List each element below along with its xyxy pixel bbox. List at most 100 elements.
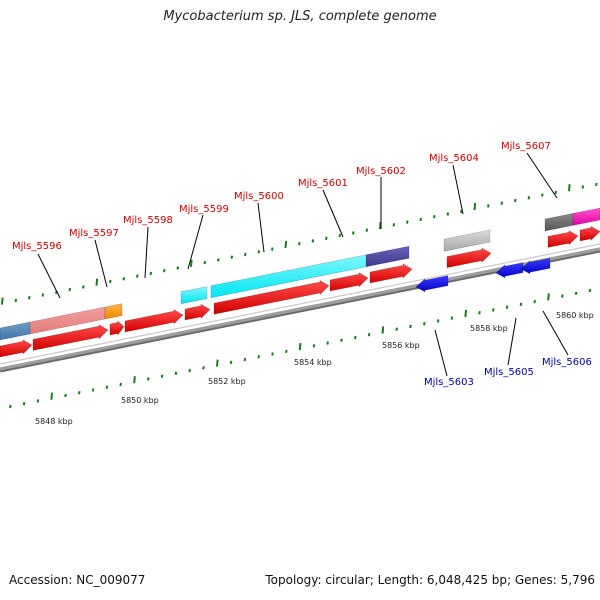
tick-mark xyxy=(450,316,454,320)
tick-mark xyxy=(419,217,423,222)
tick-mark xyxy=(22,402,26,406)
tick-mark xyxy=(50,392,53,400)
gene-leader-line xyxy=(37,253,61,299)
tick-mark xyxy=(588,288,592,293)
tick-mark xyxy=(257,250,261,254)
gene-leader-line xyxy=(434,329,448,377)
tick-mark xyxy=(541,193,544,197)
gene-leader-line xyxy=(507,317,517,366)
tick-mark xyxy=(174,371,178,376)
gene-feature-bar xyxy=(365,245,410,268)
tick-mark xyxy=(36,399,40,403)
gene-label-reverse: Mjls_5605 xyxy=(484,367,534,378)
tick-mark xyxy=(311,239,315,243)
gene-label-reverse: Mjls_5606 xyxy=(542,357,592,368)
tick-mark xyxy=(460,209,463,213)
tick-mark xyxy=(298,342,302,351)
tick-mark xyxy=(78,391,81,395)
tick-mark xyxy=(423,322,426,326)
tick-label: 5858 kbp xyxy=(470,324,508,333)
tick-mark xyxy=(312,344,316,348)
tick-mark xyxy=(554,190,558,195)
tick-mark xyxy=(64,393,67,398)
tick-mark xyxy=(395,327,398,331)
tick-mark xyxy=(581,185,585,189)
gene-leader-line xyxy=(94,239,108,288)
tick-mark xyxy=(244,252,247,257)
tick-mark xyxy=(392,223,396,227)
gene-label-forward: Mjls_5598 xyxy=(123,215,173,226)
tick-mark xyxy=(243,357,247,362)
gene-feature-bar xyxy=(104,303,123,320)
tick-mark xyxy=(514,198,517,203)
tick-label: 5850 kbp xyxy=(121,396,159,405)
gene-feature-bar xyxy=(180,286,208,305)
tick-mark xyxy=(436,319,440,323)
tick-mark xyxy=(446,212,450,216)
gene-leader-line xyxy=(542,310,569,356)
gene-leader-line xyxy=(187,214,204,270)
tick-mark xyxy=(41,293,45,297)
tick-mark xyxy=(95,278,99,286)
tick-mark xyxy=(163,269,166,273)
tick-label: 5852 kbp xyxy=(208,377,246,386)
gene-label-forward: Mjls_5600 xyxy=(234,191,284,202)
tick-mark xyxy=(285,349,288,353)
tick-mark xyxy=(216,359,219,367)
tick-mark xyxy=(352,231,355,235)
cds-forward-arrow xyxy=(547,230,579,248)
tick-mark xyxy=(487,204,490,208)
tick-mark xyxy=(365,228,369,232)
cds-forward-arrow xyxy=(446,247,492,268)
tick-mark xyxy=(217,258,220,262)
tick-mark xyxy=(257,355,260,359)
cds-reverse-arrow xyxy=(520,257,551,275)
tick-mark xyxy=(82,285,85,289)
cds-forward-arrow xyxy=(124,309,184,333)
tick-mark xyxy=(568,184,571,192)
gene-label-forward: Mjls_5601 xyxy=(298,178,348,189)
gene-feature-bar xyxy=(572,207,600,226)
tick-label: 5854 kbp xyxy=(294,358,332,367)
gene-label-forward: Mjls_5599 xyxy=(179,204,229,215)
gene-leader-line xyxy=(452,164,464,215)
tick-mark xyxy=(14,298,18,303)
cds-forward-arrow xyxy=(109,320,125,336)
gene-feature-bar xyxy=(0,321,31,341)
tick-mark xyxy=(367,333,371,337)
tick-mark xyxy=(473,203,477,211)
tick-mark xyxy=(505,305,509,309)
tick-mark xyxy=(500,201,504,205)
tick-mark xyxy=(229,360,233,365)
tick-mark xyxy=(160,374,164,378)
tick-mark xyxy=(325,236,328,240)
tick-mark xyxy=(122,277,126,281)
tick-mark xyxy=(298,242,301,246)
tick-mark xyxy=(433,215,436,219)
gene-leader-line xyxy=(144,226,149,279)
tick-mark xyxy=(326,341,329,345)
tick-mark xyxy=(68,287,72,292)
tick-mark xyxy=(230,255,234,259)
tick-mark xyxy=(190,259,193,267)
genome-summary-text: Topology: circular; Length: 6,048,425 bp… xyxy=(265,573,595,587)
tick-mark xyxy=(464,309,467,318)
tick-mark xyxy=(28,296,31,300)
tick-mark xyxy=(149,271,153,276)
tick-mark xyxy=(527,196,531,200)
cds-forward-arrow xyxy=(369,263,413,284)
tick-label: 5856 kbp xyxy=(382,341,420,350)
tick-mark xyxy=(406,220,409,224)
gene-feature-bar xyxy=(210,254,368,299)
tick-mark xyxy=(9,404,12,409)
tick-mark xyxy=(271,352,274,356)
tick-label: 5860 kbp xyxy=(556,311,594,320)
gene-leader-line xyxy=(322,189,344,238)
cds-forward-arrow xyxy=(329,272,369,292)
cds-reverse-arrow xyxy=(415,275,449,293)
cds-forward-arrow xyxy=(184,303,211,321)
cds-reverse-arrow xyxy=(495,262,524,279)
tick-mark xyxy=(338,233,342,238)
tick-mark xyxy=(109,279,112,284)
